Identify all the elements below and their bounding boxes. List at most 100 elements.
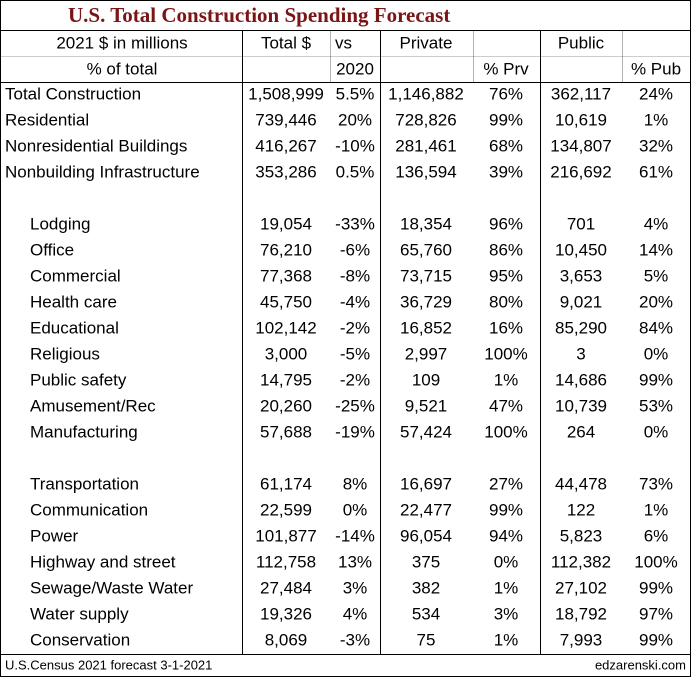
- cell: 1%: [494, 630, 519, 649]
- cell: 24%: [639, 84, 673, 103]
- cell: 2,997: [405, 344, 448, 363]
- cell: -2%: [340, 318, 370, 337]
- cell: 134,807: [550, 136, 611, 155]
- cell: -2%: [340, 370, 370, 389]
- cell: 101,877: [255, 526, 316, 545]
- column-header: % Pub: [631, 59, 681, 78]
- cell: 0%: [644, 422, 669, 441]
- cell: -8%: [340, 266, 370, 285]
- cell: -3%: [340, 630, 370, 649]
- row-label: Power: [30, 526, 79, 545]
- cell: 22,477: [400, 500, 452, 519]
- cell: 100%: [484, 422, 527, 441]
- cell: 32%: [639, 136, 673, 155]
- cell: 0.5%: [336, 162, 375, 181]
- cell: 739,446: [255, 110, 316, 129]
- cell: 375: [412, 552, 440, 571]
- column-header: % Prv: [483, 59, 529, 78]
- cell: 99%: [639, 370, 673, 389]
- row-label: Amusement/Rec: [30, 396, 156, 415]
- cell: 18,792: [555, 604, 607, 623]
- column-header: 2021 $ in millions: [56, 33, 187, 52]
- cell: 19,326: [260, 604, 312, 623]
- cell: 96%: [489, 214, 523, 233]
- cell: 1,146,882: [388, 84, 464, 103]
- cell: 9,021: [560, 292, 603, 311]
- cell: 122: [567, 500, 595, 519]
- row-label: Commercial: [30, 266, 121, 285]
- cell: 382: [412, 578, 440, 597]
- cell: 45,750: [260, 292, 312, 311]
- cell: -33%: [335, 214, 375, 233]
- cell: 16,697: [400, 474, 452, 493]
- row-label: Manufacturing: [30, 422, 138, 441]
- cell: 0%: [644, 344, 669, 363]
- cell: 27,102: [555, 578, 607, 597]
- row-label: Public safety: [30, 370, 127, 389]
- column-header: Private: [400, 33, 453, 52]
- cell: 84%: [639, 318, 673, 337]
- cell: 57,688: [260, 422, 312, 441]
- source: U.S.Census 2021 forecast 3-1-2021: [5, 657, 212, 672]
- cell: 99%: [639, 630, 673, 649]
- site: edzarenski.com: [595, 657, 686, 672]
- row-label: Nonbuilding Infrastructure: [5, 162, 200, 181]
- cell: 1%: [644, 500, 669, 519]
- cell: 16,852: [400, 318, 452, 337]
- title: U.S. Total Construction Spending Forecas…: [68, 3, 450, 27]
- cell: 99%: [639, 578, 673, 597]
- column-header: vs: [335, 33, 352, 52]
- cell: 27%: [489, 474, 523, 493]
- cell: 20%: [338, 110, 372, 129]
- cell: 57,424: [400, 422, 452, 441]
- cell: 362,117: [551, 84, 611, 103]
- cell: 5.5%: [336, 84, 375, 103]
- cell: 94%: [489, 526, 523, 545]
- cell: 1%: [644, 110, 669, 129]
- cell: 4%: [343, 604, 368, 623]
- row-label: Lodging: [30, 214, 91, 233]
- cell: 95%: [489, 266, 523, 285]
- cell: 3%: [494, 604, 519, 623]
- cell: 20%: [639, 292, 673, 311]
- cell: 22,599: [260, 500, 312, 519]
- cell: 1,508,999: [248, 84, 324, 103]
- column-header: 2020: [336, 59, 374, 78]
- cell: 73%: [639, 474, 673, 493]
- column-header: % of total: [87, 59, 158, 78]
- cell: 216,692: [550, 162, 611, 181]
- cell: 3,653: [560, 266, 603, 285]
- column-header: Public: [558, 33, 605, 52]
- cell: 112,758: [256, 552, 316, 571]
- cell: 1%: [494, 578, 519, 597]
- cell: 728,826: [395, 110, 456, 129]
- cell: 10,450: [555, 240, 607, 259]
- cell: 65,760: [400, 240, 452, 259]
- row-label: Educational: [30, 318, 119, 337]
- cell: 14,686: [555, 370, 607, 389]
- cell: 19,054: [260, 214, 312, 233]
- cell: 100%: [634, 552, 677, 571]
- cell: 44,478: [555, 474, 607, 493]
- row-label: Highway and street: [30, 552, 176, 571]
- cell: 76%: [489, 84, 523, 103]
- cell: 80%: [489, 292, 523, 311]
- cell: 701: [567, 214, 595, 233]
- cell: -14%: [335, 526, 375, 545]
- cell: 36,729: [400, 292, 452, 311]
- cell: 53%: [639, 396, 673, 415]
- cell: 73,715: [400, 266, 452, 285]
- cell: 9,521: [405, 396, 448, 415]
- cell: 0%: [343, 500, 368, 519]
- row-label: Nonresidential Buildings: [5, 136, 187, 155]
- cell: 534: [412, 604, 440, 623]
- cell: 20,260: [260, 396, 312, 415]
- row-label: Total Construction: [5, 84, 141, 103]
- cell: 3%: [343, 578, 368, 597]
- cell: -19%: [335, 422, 375, 441]
- cell: 77,368: [260, 266, 312, 285]
- column-header: Total $: [261, 33, 312, 52]
- cell: 85,290: [555, 318, 607, 337]
